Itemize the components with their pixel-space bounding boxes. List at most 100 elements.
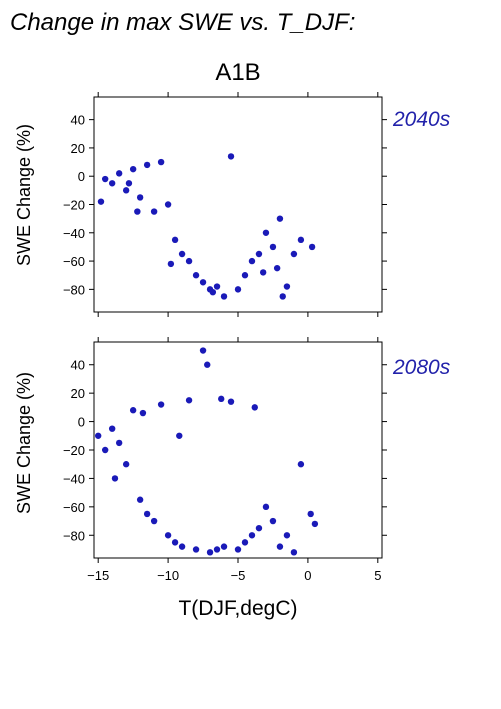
scatter-panel-2040s: 2040s SWE Change (%) 40 20 0 −20 −40 −60 −80 <box>14 92 451 317</box>
y-tick-label: 0 <box>78 169 85 184</box>
data-point <box>218 395 225 403</box>
data-point <box>227 153 235 160</box>
data-point <box>199 279 207 286</box>
y-tick-label: −40 <box>63 471 85 486</box>
data-point <box>307 510 314 518</box>
data-point <box>143 161 151 169</box>
data-point <box>213 546 221 553</box>
data-point <box>150 208 158 215</box>
data-point <box>273 264 281 272</box>
data-point <box>115 439 123 447</box>
data-point <box>220 543 228 550</box>
data-point <box>220 293 228 300</box>
panel-label-2040s: 2040s <box>392 108 451 131</box>
data-point <box>129 165 137 173</box>
data-point <box>111 475 119 482</box>
data-point <box>283 283 291 290</box>
data-point <box>157 401 165 408</box>
data-point <box>259 269 267 276</box>
data-point <box>101 175 109 183</box>
data-point <box>171 539 179 546</box>
data-point <box>136 496 144 503</box>
data-point <box>276 543 284 550</box>
data-point <box>204 361 211 368</box>
data-point <box>255 250 263 258</box>
data-point <box>269 243 277 251</box>
data-point <box>108 180 116 187</box>
data-point <box>115 170 123 177</box>
data-point <box>134 208 141 215</box>
data-point <box>241 272 249 279</box>
y-tick-label: 0 <box>78 415 85 430</box>
data-point <box>251 404 258 411</box>
data-point <box>290 549 298 556</box>
y-tick-label: 20 <box>71 386 85 401</box>
data-point <box>297 236 305 244</box>
data-point <box>164 201 172 208</box>
figure-title: Change in max SWE vs. T_DJF: <box>10 9 355 36</box>
data-point <box>206 549 214 556</box>
y-tick-label: −60 <box>63 500 85 515</box>
y-tick-label: −60 <box>63 254 85 269</box>
y-tick-label: 40 <box>71 358 85 373</box>
data-point <box>185 257 193 265</box>
scatter-panel-2080s: 2080s SWE Change (%) 40 20 0 −20 −40 −60 −80 −1… <box>14 337 451 583</box>
data-point <box>97 198 105 205</box>
data-point <box>192 272 200 279</box>
data-point <box>101 446 109 454</box>
data-point <box>125 180 133 187</box>
data-point <box>171 236 179 244</box>
y-tick-label: −20 <box>63 443 85 458</box>
x-tick-label: −15 <box>87 568 109 583</box>
data-point <box>143 510 151 518</box>
data-point <box>227 398 235 405</box>
data-point <box>241 539 249 546</box>
data-point <box>283 532 291 539</box>
data-point <box>178 543 186 550</box>
y-tick-label: −80 <box>63 528 85 543</box>
data-point <box>262 503 270 511</box>
data-point <box>248 257 256 265</box>
data-point <box>185 397 193 404</box>
data-point <box>234 546 242 553</box>
data-point <box>122 461 130 468</box>
data-point <box>167 260 175 268</box>
data-point <box>129 407 137 414</box>
data-point <box>234 286 242 293</box>
plot-frame-2080s <box>93 341 383 559</box>
data-point <box>269 517 277 525</box>
data-point <box>178 250 186 258</box>
data-point <box>248 532 256 539</box>
data-point <box>176 432 183 439</box>
y-tick-label: −40 <box>63 226 85 241</box>
data-point <box>150 517 158 525</box>
x-tick-label: −10 <box>157 568 179 583</box>
y-tick-label: −80 <box>63 282 85 297</box>
data-point <box>94 432 102 439</box>
data-point <box>276 215 284 222</box>
y-axis-label-2040s: SWE Change (%) <box>14 124 34 266</box>
x-tick-label: 5 <box>374 568 381 583</box>
data-point <box>122 187 130 194</box>
y-tick-label: 40 <box>71 113 85 128</box>
data-point <box>157 158 165 166</box>
x-tick-label: 0 <box>304 568 311 583</box>
y-tick-label: −20 <box>63 198 85 213</box>
data-point <box>139 409 147 417</box>
data-point <box>311 520 319 528</box>
data-point <box>290 250 298 258</box>
data-point <box>213 283 221 290</box>
data-point <box>262 229 270 236</box>
y-tick-label: 20 <box>71 141 85 156</box>
data-point <box>108 425 116 432</box>
data-point <box>164 532 172 539</box>
scenario-title: A1B <box>215 59 260 86</box>
data-point <box>308 243 316 251</box>
x-tick-label: −5 <box>231 568 246 583</box>
data-point <box>209 288 217 296</box>
data-point <box>192 546 200 553</box>
panel-label-2080s: 2080s <box>392 356 451 379</box>
x-axis-label: T(DJF,degC) <box>178 597 297 620</box>
data-point <box>136 194 144 201</box>
